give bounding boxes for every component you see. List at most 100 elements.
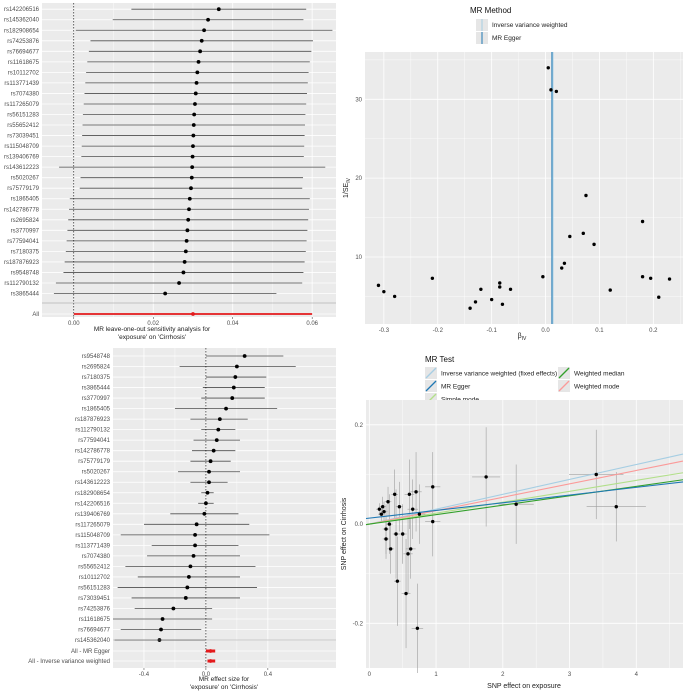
estimate-point (184, 238, 189, 243)
estimate-point (231, 385, 236, 390)
estimate-point (189, 175, 194, 180)
snp-label: rs7180375 (82, 375, 111, 381)
snp-point (406, 552, 410, 556)
snp-point (384, 537, 388, 541)
wmedian-regression-line (365, 479, 684, 526)
estimate-point (163, 291, 168, 296)
estimate-point (204, 501, 208, 506)
simple-regression-line (365, 472, 684, 526)
estimate-point (159, 627, 163, 632)
snp-point (392, 492, 397, 496)
estimate-point (211, 448, 216, 453)
estimate-point (216, 7, 221, 12)
funnel-legend-ivw: Inverse variance weighted (492, 22, 568, 29)
summary-label: All (32, 312, 39, 318)
loo-x-label-1: MR leave-one-out sensitivity analysis fo… (94, 326, 211, 333)
snp-point (382, 289, 386, 294)
snp-point (508, 287, 513, 292)
loo-snp-labels: rs142206516 rs145362040 rs182908654 rs74253… (4, 7, 40, 318)
funnel-chart: MR Method Inverse variance weighted MR E… (343, 6, 683, 342)
summary-label: All - Inverse variance weighted (28, 659, 110, 665)
snp-point (546, 66, 550, 70)
snp-label: rs3770997 (82, 396, 111, 402)
estimate-point (186, 217, 191, 222)
scatter-legend-label: MR Egger (441, 384, 471, 391)
single-snp-labels: rs9548748 rs2695824 rs7180375 rs3865444 rs37… (28, 354, 110, 665)
snp-point (667, 277, 672, 281)
snp-point (411, 507, 415, 511)
estimate-point (185, 228, 190, 233)
snp-label: rs75779179 (78, 459, 110, 465)
snp-point (377, 507, 382, 511)
estimate-point (188, 564, 193, 569)
summary-point (208, 659, 213, 663)
snp-label: rs7074380 (11, 91, 40, 97)
snp-point (484, 475, 488, 479)
estimate-point (191, 123, 196, 127)
x-tick-label: 2 (501, 672, 505, 678)
funnel-grid (356, 52, 683, 324)
snp-point (386, 500, 390, 504)
scatter-legend-label: Weighted mode (574, 384, 620, 391)
y-tick-label: 30 (355, 97, 362, 103)
snp-point (549, 88, 553, 92)
snp-point (479, 287, 483, 292)
summary-point (208, 649, 213, 653)
loo-x-ticks: 0.00 0.02 0.04 0.06 (68, 317, 319, 327)
snp-label: rs2695824 (11, 218, 40, 224)
estimate-point (186, 575, 191, 579)
legend-key-line (425, 380, 437, 392)
estimate-point (191, 553, 196, 558)
estimate-point (193, 91, 198, 96)
snp-point (397, 505, 402, 509)
snp-label: rs143612223 (4, 165, 40, 171)
snp-point (541, 274, 545, 279)
snp-point (568, 234, 572, 239)
snp-label: rs139406769 (75, 512, 111, 518)
snp-point (401, 532, 405, 536)
snp-label: rs56151283 (7, 113, 39, 119)
loo-x-label-2: 'exposure' on 'Cirrhosis' (118, 334, 186, 341)
snp-label: rs55652412 (7, 123, 39, 129)
snp-point (498, 285, 502, 289)
snp-label: rs142786778 (4, 207, 40, 213)
scatter-grid (366, 400, 683, 668)
scatter-ticks: 0 1 2 3 4 -0.2 0.0 0.2 (353, 423, 639, 678)
estimate-point (234, 364, 239, 369)
snp-label: rs3865444 (82, 386, 111, 392)
snp-point (584, 193, 588, 198)
estimate-point (208, 459, 213, 464)
scatter-plot-panel (366, 400, 683, 668)
snp-label: rs73039451 (78, 596, 110, 602)
x-tick-label: 0.0 (541, 328, 550, 334)
snp-label: rs117265079 (75, 522, 110, 528)
estimate-point (202, 28, 206, 33)
snp-point (581, 231, 585, 236)
snp-label: rs145362040 (4, 18, 40, 24)
snp-label: rs117265079 (4, 102, 39, 108)
snp-label: rs77594041 (7, 239, 39, 245)
snp-label: rs73039451 (7, 134, 39, 140)
estimate-point (202, 511, 207, 516)
snp-label: rs187876923 (4, 260, 40, 266)
estimate-point (185, 585, 190, 590)
scatter-legend-label: Inverse variance weighted (fixed effects… (441, 371, 557, 378)
snp-label: rs7180375 (11, 249, 40, 255)
scatter-legend: Inverse variance weighted (fixed effects… (425, 367, 625, 405)
snp-label: rs7074380 (82, 554, 111, 560)
snp-point (395, 579, 400, 583)
snp-label: rs10112702 (79, 575, 111, 581)
snp-point (614, 505, 618, 509)
estimate-point (224, 406, 228, 411)
estimate-point (207, 480, 211, 485)
x-tick-label: 4 (635, 672, 639, 678)
x-tick-label: 0.4 (264, 672, 273, 678)
snp-label: rs112790132 (75, 428, 110, 434)
funnel-ticks: -0.3 -0.2 -0.1 0.0 0.1 0.2 10 20 30 (355, 97, 658, 334)
snp-point (562, 261, 567, 265)
single-x-label-1: MR effect size for (199, 676, 250, 683)
x-tick-label: 3 (568, 672, 572, 678)
snp-point (657, 295, 661, 299)
mr-scatter-chart: MR Test Inverse variance weighted (fixed… (341, 355, 684, 690)
funnel-legend-title: MR Method (470, 6, 511, 15)
